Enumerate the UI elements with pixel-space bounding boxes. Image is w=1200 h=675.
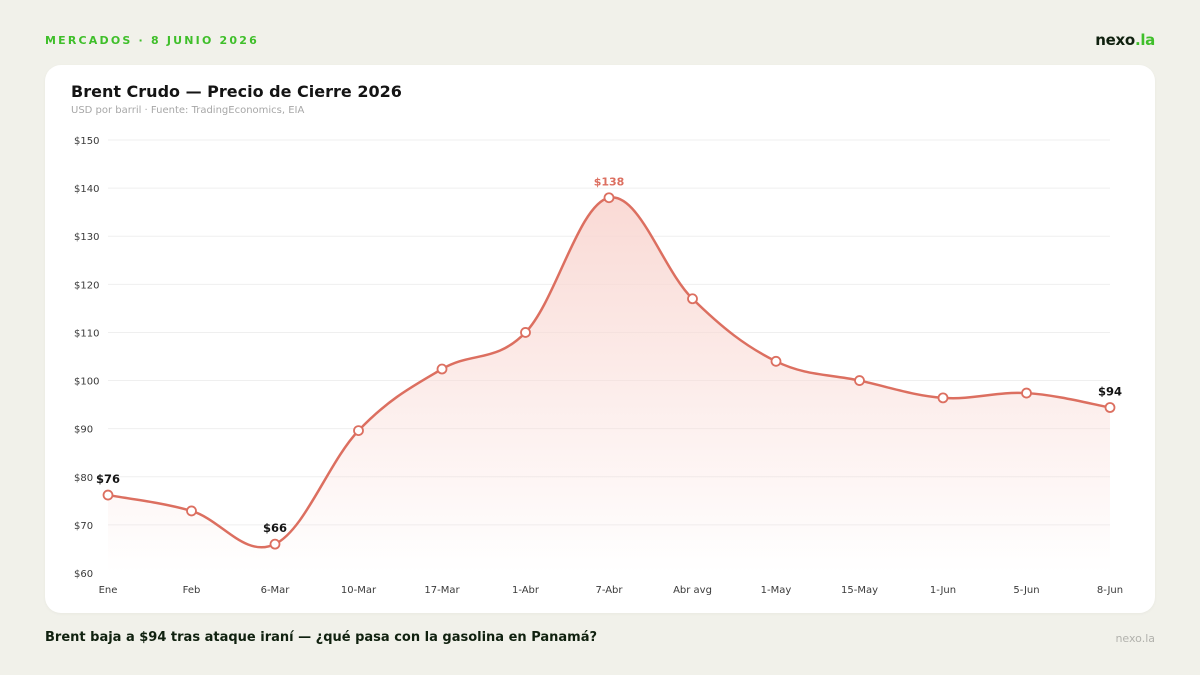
x-tick-label: 15-May [841,585,878,596]
x-tick-label: 17-Mar [424,585,460,596]
brand-logo-main: nexo [1095,31,1135,49]
x-tick-label: 1-May [761,585,792,596]
data-point [770,355,782,367]
data-point [937,392,949,404]
y-tick-label: $120 [74,280,99,291]
data-label: $76 [96,472,120,486]
data-point [687,293,698,305]
footer-brand: nexo.la [1115,632,1155,645]
x-tick-label: Abr avg [673,585,712,596]
data-point [1104,402,1116,413]
x-tick-label: 8-Jun [1097,585,1123,596]
x-tick-label: Feb [183,585,201,596]
footer-headline: Brent baja a $94 tras ataque iraní — ¿qu… [45,630,598,645]
chart-card: $60 $70 $80 $90 $100 $110 $120 $130 $140 $150 Ene F… [45,65,1155,613]
data-point [1021,387,1032,399]
y-tick-label: $100 [74,377,99,388]
data-label: $138 [594,176,625,189]
y-tick-label: $130 [74,232,99,243]
header-kicker: MERCADOS · 8 JUNIO 2026 [45,34,259,47]
chart-svg: $60 $70 $80 $90 $100 $110 $120 $130 $140 $150 Ene F… [74,136,1123,596]
data-point [269,538,281,550]
data-point [436,363,448,375]
x-tick-label: 5-Jun [1013,585,1039,596]
chart-subtitle: USD por barril · Fuente: TradingEconomic… [71,105,305,116]
y-tick-label: $70 [74,521,93,532]
chart-title: Brent Crudo — Precio de Cierre 2026 [71,82,402,101]
y-tick-label: $60 [74,569,93,580]
brand-logo: nexo.la [1095,31,1155,49]
x-tick-label: 10-Mar [341,585,377,596]
data-point [353,425,364,436]
data-point [520,327,531,338]
y-tick-label: $90 [74,425,93,436]
y-tick-label: $150 [74,136,99,147]
series-area [108,197,1110,573]
brand-logo-accent: .la [1134,31,1155,49]
y-tick-label: $110 [74,328,99,339]
y-tick-label: $140 [74,184,99,195]
data-point [603,192,615,204]
data-point [186,505,197,517]
data-point [854,375,865,386]
x-tick-label: 1-Abr [512,585,540,596]
data-point [102,489,114,501]
x-tick-label: 7-Abr [595,585,623,596]
x-tick-label: 6-Mar [261,585,291,596]
x-tick-label: 1-Jun [930,585,956,596]
data-label: $94 [1098,384,1122,398]
y-tick-label: $80 [74,473,93,484]
x-tick-label: Ene [99,585,118,596]
data-label: $66 [263,521,287,535]
